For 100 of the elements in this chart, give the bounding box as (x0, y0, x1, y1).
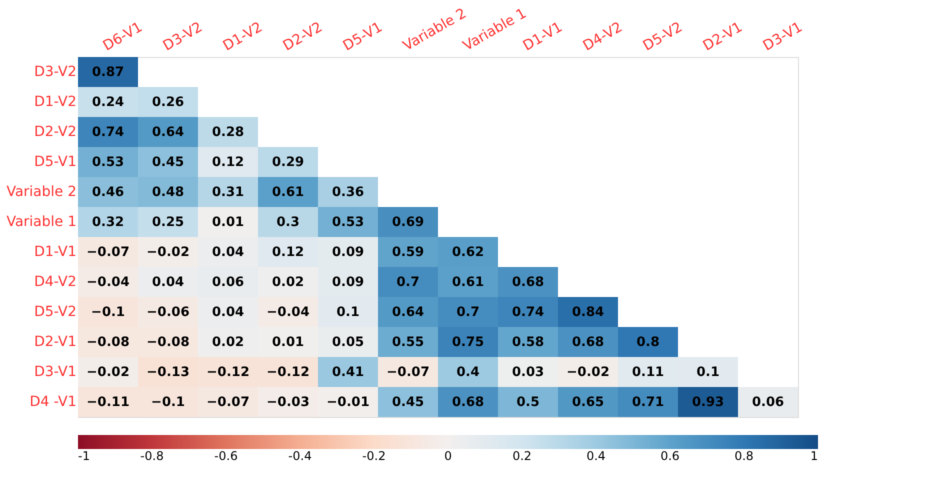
y-tick-label: D3-V1 (34, 364, 76, 380)
data-label: 0.04 (152, 275, 184, 290)
data-label: 0.74 (92, 125, 124, 140)
color-bar-label: 0.6 (660, 449, 680, 463)
data-label: 0.1 (336, 305, 360, 320)
data-label: 0.58 (512, 335, 544, 350)
color-bar-label: -0.2 (362, 449, 386, 463)
data-label: 0.3 (276, 215, 300, 230)
data-label: 0.09 (332, 245, 364, 260)
y-tick-label: D5-V2 (34, 304, 76, 320)
data-label: 0.7 (396, 275, 420, 290)
data-label: −0.08 (86, 335, 130, 350)
y-tick-label: D1-V1 (34, 244, 76, 260)
data-label: −0.12 (206, 365, 250, 380)
data-label: 0.69 (392, 215, 424, 230)
data-label: 0.46 (92, 185, 124, 200)
data-label: −0.11 (86, 395, 130, 410)
data-label: −0.02 (566, 365, 610, 380)
data-label: −0.01 (326, 395, 370, 410)
data-label: 0.41 (332, 365, 364, 380)
data-label: −0.02 (146, 245, 190, 260)
y-tick-label: D5-V1 (34, 154, 76, 170)
data-label: 0.84 (572, 305, 604, 320)
color-bar-label: -0.4 (288, 449, 312, 463)
data-label: 0.32 (92, 215, 124, 230)
data-label: 0.68 (572, 335, 604, 350)
y-tick-label: D2-V2 (34, 124, 76, 140)
data-label: 0.93 (692, 395, 724, 410)
data-label: −0.03 (266, 395, 310, 410)
data-label: 0.71 (632, 395, 664, 410)
y-tick-label: Variable 1 (6, 214, 76, 230)
data-label: 0.75 (452, 335, 484, 350)
data-label: 0.29 (272, 155, 304, 170)
color-bar-label: 0 (444, 449, 452, 463)
data-label: 0.87 (92, 65, 124, 80)
data-label: 0.68 (512, 275, 544, 290)
y-tick-label: D4 -V1 (30, 394, 76, 410)
color-bar-label: 0.4 (586, 449, 606, 463)
data-label: 0.09 (332, 275, 364, 290)
color-bar-label: -0.6 (214, 449, 238, 463)
data-label: 0.45 (392, 395, 424, 410)
y-tick-label: D3-V2 (34, 64, 76, 80)
y-tick-label: D4-V2 (34, 274, 76, 290)
data-label: 0.04 (212, 245, 244, 260)
data-label: 0.64 (152, 125, 184, 140)
data-label: 0.45 (152, 155, 184, 170)
data-label: 0.36 (332, 185, 364, 200)
data-label: 0.5 (516, 395, 540, 410)
data-label: 0.61 (272, 185, 304, 200)
data-label: −0.07 (386, 365, 430, 380)
data-label: −0.04 (266, 305, 310, 320)
data-label: 0.53 (332, 215, 364, 230)
data-label: 0.65 (572, 395, 604, 410)
data-label: 0.01 (212, 215, 244, 230)
color-bar-label: -0.8 (140, 449, 164, 463)
data-label: −0.1 (91, 305, 125, 320)
color-bar-label: 0.2 (512, 449, 532, 463)
data-label: 0.7 (456, 305, 480, 320)
y-tick-label: Variable 2 (6, 184, 76, 200)
data-label: −0.04 (86, 275, 130, 290)
data-label: 0.1 (696, 365, 720, 380)
color-bar-label: 1 (810, 449, 818, 463)
color-bar-label: -1 (78, 449, 90, 463)
data-label: 0.53 (92, 155, 124, 170)
data-label: 0.62 (452, 245, 484, 260)
data-label: 0.26 (152, 95, 184, 110)
data-label: 0.59 (392, 245, 424, 260)
data-label: 0.01 (272, 335, 304, 350)
data-label: 0.61 (452, 275, 484, 290)
data-label: 0.74 (512, 305, 544, 320)
data-label: −0.08 (146, 335, 190, 350)
data-label: −0.07 (86, 245, 130, 260)
data-label: 0.8 (636, 335, 660, 350)
data-label: 0.06 (212, 275, 244, 290)
data-label: 0.55 (392, 335, 424, 350)
data-label: −0.07 (206, 395, 250, 410)
data-label: 0.28 (212, 125, 244, 140)
color-bar-label: 0.8 (734, 449, 754, 463)
data-label: −0.12 (266, 365, 310, 380)
data-label: 0.68 (452, 395, 484, 410)
y-tick-label: D2-V1 (34, 334, 76, 350)
data-label: 0.4 (456, 365, 480, 380)
data-label: 0.02 (212, 335, 244, 350)
data-label: 0.02 (272, 275, 304, 290)
data-label: 0.03 (512, 365, 544, 380)
y-tick-label: D1-V2 (34, 94, 76, 110)
data-label: −0.13 (146, 365, 190, 380)
data-label: −0.06 (146, 305, 190, 320)
data-label: 0.31 (212, 185, 244, 200)
data-label: 0.12 (212, 155, 244, 170)
data-label: 0.06 (752, 395, 784, 410)
data-label: −0.1 (151, 395, 185, 410)
data-label: 0.04 (212, 305, 244, 320)
data-label: 0.25 (152, 215, 184, 230)
data-label: 0.12 (272, 245, 304, 260)
data-label: 0.64 (392, 305, 424, 320)
data-label: 0.05 (332, 335, 364, 350)
data-label: −0.02 (86, 365, 130, 380)
data-label: 0.11 (632, 365, 664, 380)
data-label: 0.24 (92, 95, 124, 110)
